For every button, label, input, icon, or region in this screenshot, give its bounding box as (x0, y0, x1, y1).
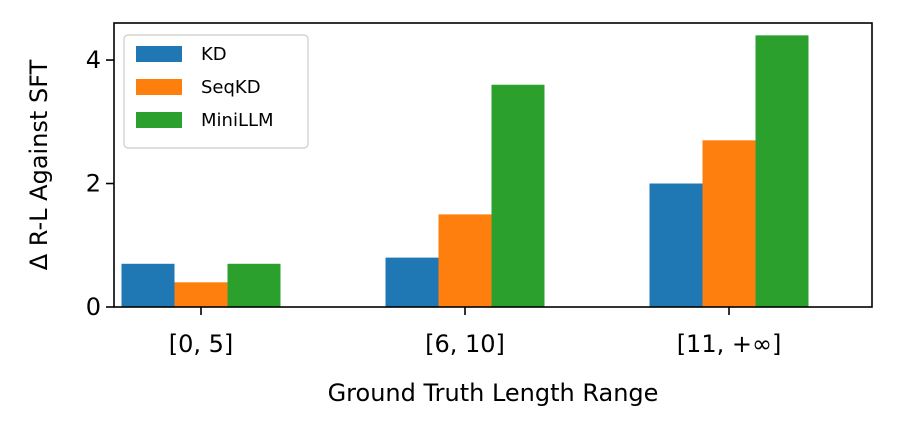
bar-kd-1 (385, 257, 439, 307)
x-axis-label: Ground Truth Length Range (328, 379, 659, 407)
y-axis-label: Δ R-L Against SFT (25, 59, 53, 270)
bar-kd-2 (649, 183, 703, 307)
legend-swatch-seqkd (136, 79, 182, 95)
y-tick-label: 4 (86, 46, 101, 74)
legend: KD SeqKD MiniLLM (123, 34, 309, 149)
legend-swatch-kd (136, 46, 182, 62)
bar-minillm-1 (491, 84, 545, 307)
x-axis: [0, 5] [6, 10] [11, +∞] (169, 307, 782, 358)
bar-seqkd-0 (174, 282, 228, 307)
y-tick-label: 2 (86, 170, 101, 198)
x-tick-label: [0, 5] (169, 330, 234, 358)
bar-seqkd-2 (702, 140, 756, 307)
legend-label-minillm: MiniLLM (201, 110, 274, 131)
bars-group (121, 35, 809, 307)
bar-kd-0 (121, 263, 175, 307)
x-tick-label: [11, +∞] (677, 330, 782, 358)
y-tick-label: 0 (86, 293, 101, 321)
bar-seqkd-1 (438, 214, 492, 307)
legend-swatch-minillm (136, 112, 182, 128)
bar-minillm-2 (755, 35, 809, 307)
plot-frame (113, 22, 873, 308)
y-axis: 0 2 4 (86, 46, 114, 321)
legend-label-kd: KD (201, 44, 227, 65)
x-tick-label: [6, 10] (425, 330, 505, 358)
legend-label-seqkd: SeqKD (201, 77, 261, 98)
bar-minillm-0 (227, 263, 281, 307)
